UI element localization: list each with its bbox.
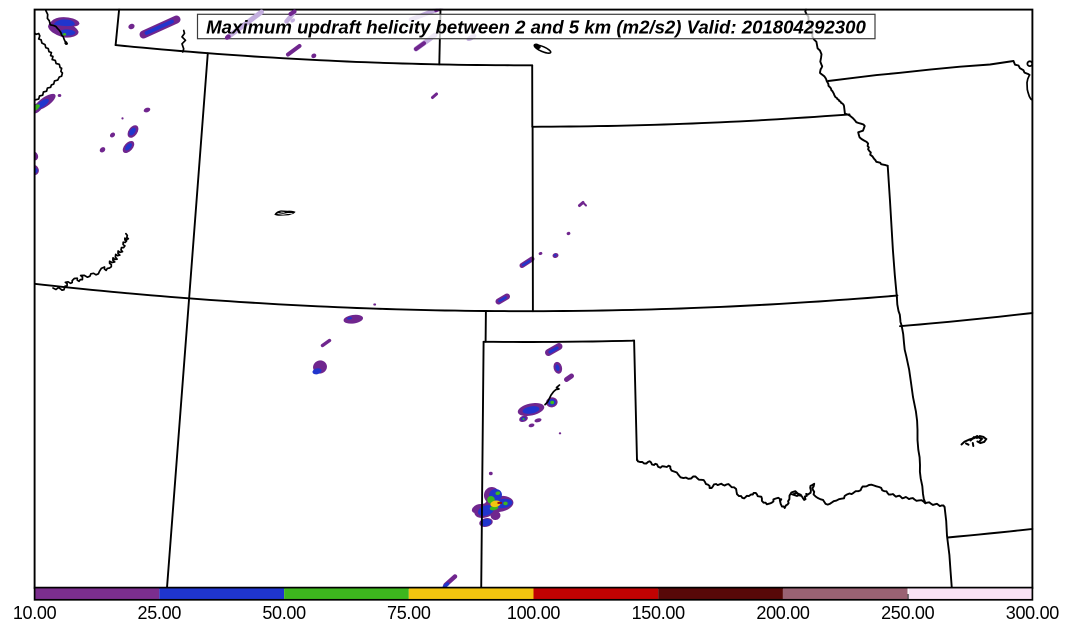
svg-text:10.00: 10.00 [13,603,57,623]
svg-text:150.00: 150.00 [632,603,686,623]
svg-text:100.00: 100.00 [507,603,561,623]
svg-text:300.00: 300.00 [1006,603,1060,623]
svg-text:250.00: 250.00 [881,603,935,623]
svg-text:Maximum updraft helicity betwe: Maximum updraft helicity between 2 and 5… [206,17,866,38]
svg-text:200.00: 200.00 [756,603,810,623]
svg-text:50.00: 50.00 [262,603,306,623]
svg-text:25.00: 25.00 [138,603,182,623]
svg-text:75.00: 75.00 [387,603,431,623]
